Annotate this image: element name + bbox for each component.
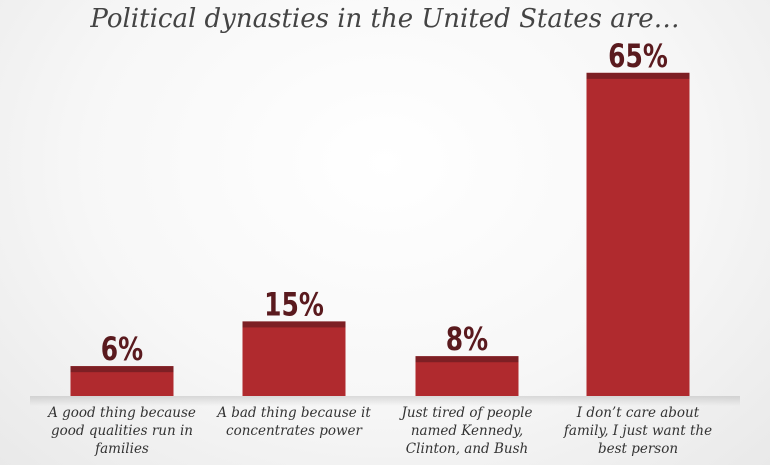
bar-3	[586, 72, 690, 396]
category-label-1: A bad thing because it concentrates powe…	[217, 405, 371, 439]
bar-cap-1	[242, 321, 346, 328]
bar-cap-0	[70, 366, 174, 373]
category-label-2: Just tired of people named Kennedy, Clin…	[401, 405, 533, 457]
floor-shadow	[30, 396, 740, 406]
value-label-3: 65%	[608, 37, 668, 75]
value-label-0: 6%	[101, 330, 143, 368]
chart-title: Political dynasties in the United States…	[90, 4, 680, 34]
value-label-1: 15%	[264, 285, 324, 323]
category-label-3: I don’t care about family, I just want t…	[563, 405, 713, 457]
value-label-2: 8%	[446, 320, 488, 358]
bar-2	[415, 356, 519, 396]
bar-1	[242, 321, 346, 396]
category-label-0: A good thing because good qualities run …	[48, 405, 196, 457]
bar-cap-3	[586, 72, 690, 79]
bar-cap-2	[415, 356, 519, 363]
